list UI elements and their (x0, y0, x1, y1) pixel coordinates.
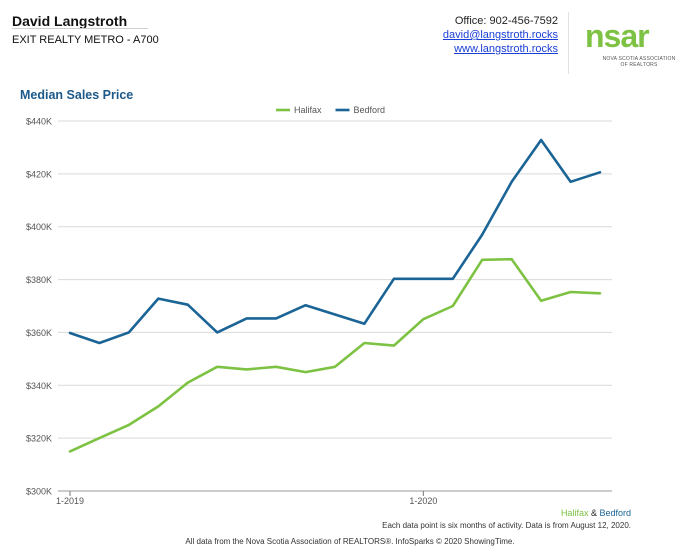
y-tick-label: $340K (26, 381, 52, 391)
series-line-bedford (68, 138, 602, 345)
data-point-halifax (216, 365, 219, 368)
data-point-bedford (157, 297, 160, 300)
legend-label-bedford: Bedford (354, 105, 386, 115)
agent-block: David Langstroth EXIT REALTY METRO - A70… (12, 13, 159, 46)
logo-subtitle: NOVA SCOTIA ASSOCIATION OF REALTORS (591, 56, 687, 68)
chart-legend: Halifax Bedford (276, 105, 385, 115)
y-tick-label: $320K (26, 434, 52, 444)
agent-divider (12, 28, 148, 29)
data-point-bedford (510, 180, 513, 183)
agent-office: EXIT REALTY METRO - A700 (12, 34, 159, 46)
series-line-halifax (68, 257, 602, 453)
footer-legend-halifax: Halifax (560, 508, 589, 518)
data-point-bedford (363, 322, 366, 325)
data-point-bedford (451, 277, 454, 280)
data-point-halifax (481, 258, 484, 261)
data-point-halifax (569, 291, 572, 293)
data-point-bedford (599, 171, 601, 174)
legend-label-halifax: Halifax (294, 105, 322, 115)
website-link[interactable]: www.langstroth.rocks (454, 43, 558, 55)
data-point-halifax (186, 381, 189, 384)
y-tick-label: $300K (26, 487, 52, 497)
data-point-halifax (98, 437, 101, 439)
agent-name: David Langstroth (12, 13, 128, 29)
data-point-halifax (363, 342, 366, 344)
data-point-bedford (216, 331, 219, 334)
data-point-bedford (334, 313, 336, 316)
data-point-halifax (422, 318, 425, 321)
email-link[interactable]: david@langstroth.rocks (442, 29, 558, 41)
x-tick-label: 1-2019 (56, 496, 84, 506)
data-point-bedford (393, 277, 395, 280)
data-point-halifax (304, 371, 307, 373)
logo-line-2: OF REALTORS (620, 62, 658, 68)
data-point-halifax (128, 424, 130, 426)
footer-legend: Halifax & Bedford (561, 508, 631, 518)
logo-mark: nsar (585, 18, 650, 54)
footer-legend-amp: & (588, 508, 600, 518)
data-point-bedford (304, 304, 307, 307)
data-point-bedford (422, 277, 425, 280)
y-tick-label: $420K (26, 169, 52, 179)
data-note: Each data point is six months of activit… (382, 521, 631, 530)
series-layer (68, 138, 602, 453)
grid-layer (58, 120, 612, 492)
data-point-halifax (393, 344, 395, 347)
phone-text: Office: 902-456-7592 (454, 15, 558, 27)
data-point-halifax (157, 405, 160, 408)
data-point-bedford (569, 180, 572, 183)
data-point-halifax (510, 258, 513, 261)
data-point-bedford (481, 233, 484, 236)
data-point-halifax (599, 292, 601, 295)
axis-layer: $300K $320K $340K $360K $380K $400K $420K $440K… (26, 117, 437, 507)
y-tick-label: $360K (26, 328, 52, 338)
data-point-bedford (128, 331, 130, 334)
y-tick-label: $380K (26, 275, 52, 285)
data-point-bedford (186, 303, 189, 306)
y-tick-label: $400K (26, 222, 52, 232)
footer-legend-bedford: Bedford (599, 508, 631, 518)
y-tick-label: $440K (26, 117, 52, 127)
source-note: All data from the Nova Scotia Associatio… (185, 537, 515, 546)
data-point-bedford (245, 317, 248, 320)
data-point-halifax (540, 299, 542, 302)
data-point-halifax (245, 368, 248, 371)
data-point-halifax (69, 450, 71, 453)
x-tick-label: 1-2020 (409, 496, 437, 506)
data-point-bedford (69, 332, 71, 334)
nsar-logo: nsar NOVA SCOTIA ASSOCIATION OF REALTORS (568, 12, 695, 74)
data-point-halifax (334, 365, 336, 368)
data-point-halifax (275, 365, 277, 368)
data-point-bedford (98, 342, 101, 344)
logo-line-1: NOVA SCOTIA ASSOCIATION (602, 56, 676, 62)
chart-title: Median Sales Price (20, 88, 134, 102)
data-point-bedford (540, 139, 542, 141)
data-point-bedford (275, 317, 277, 320)
contact-block: Office: 902-456-7592 david@langstroth.ro… (443, 14, 558, 56)
data-point-halifax (451, 305, 454, 307)
